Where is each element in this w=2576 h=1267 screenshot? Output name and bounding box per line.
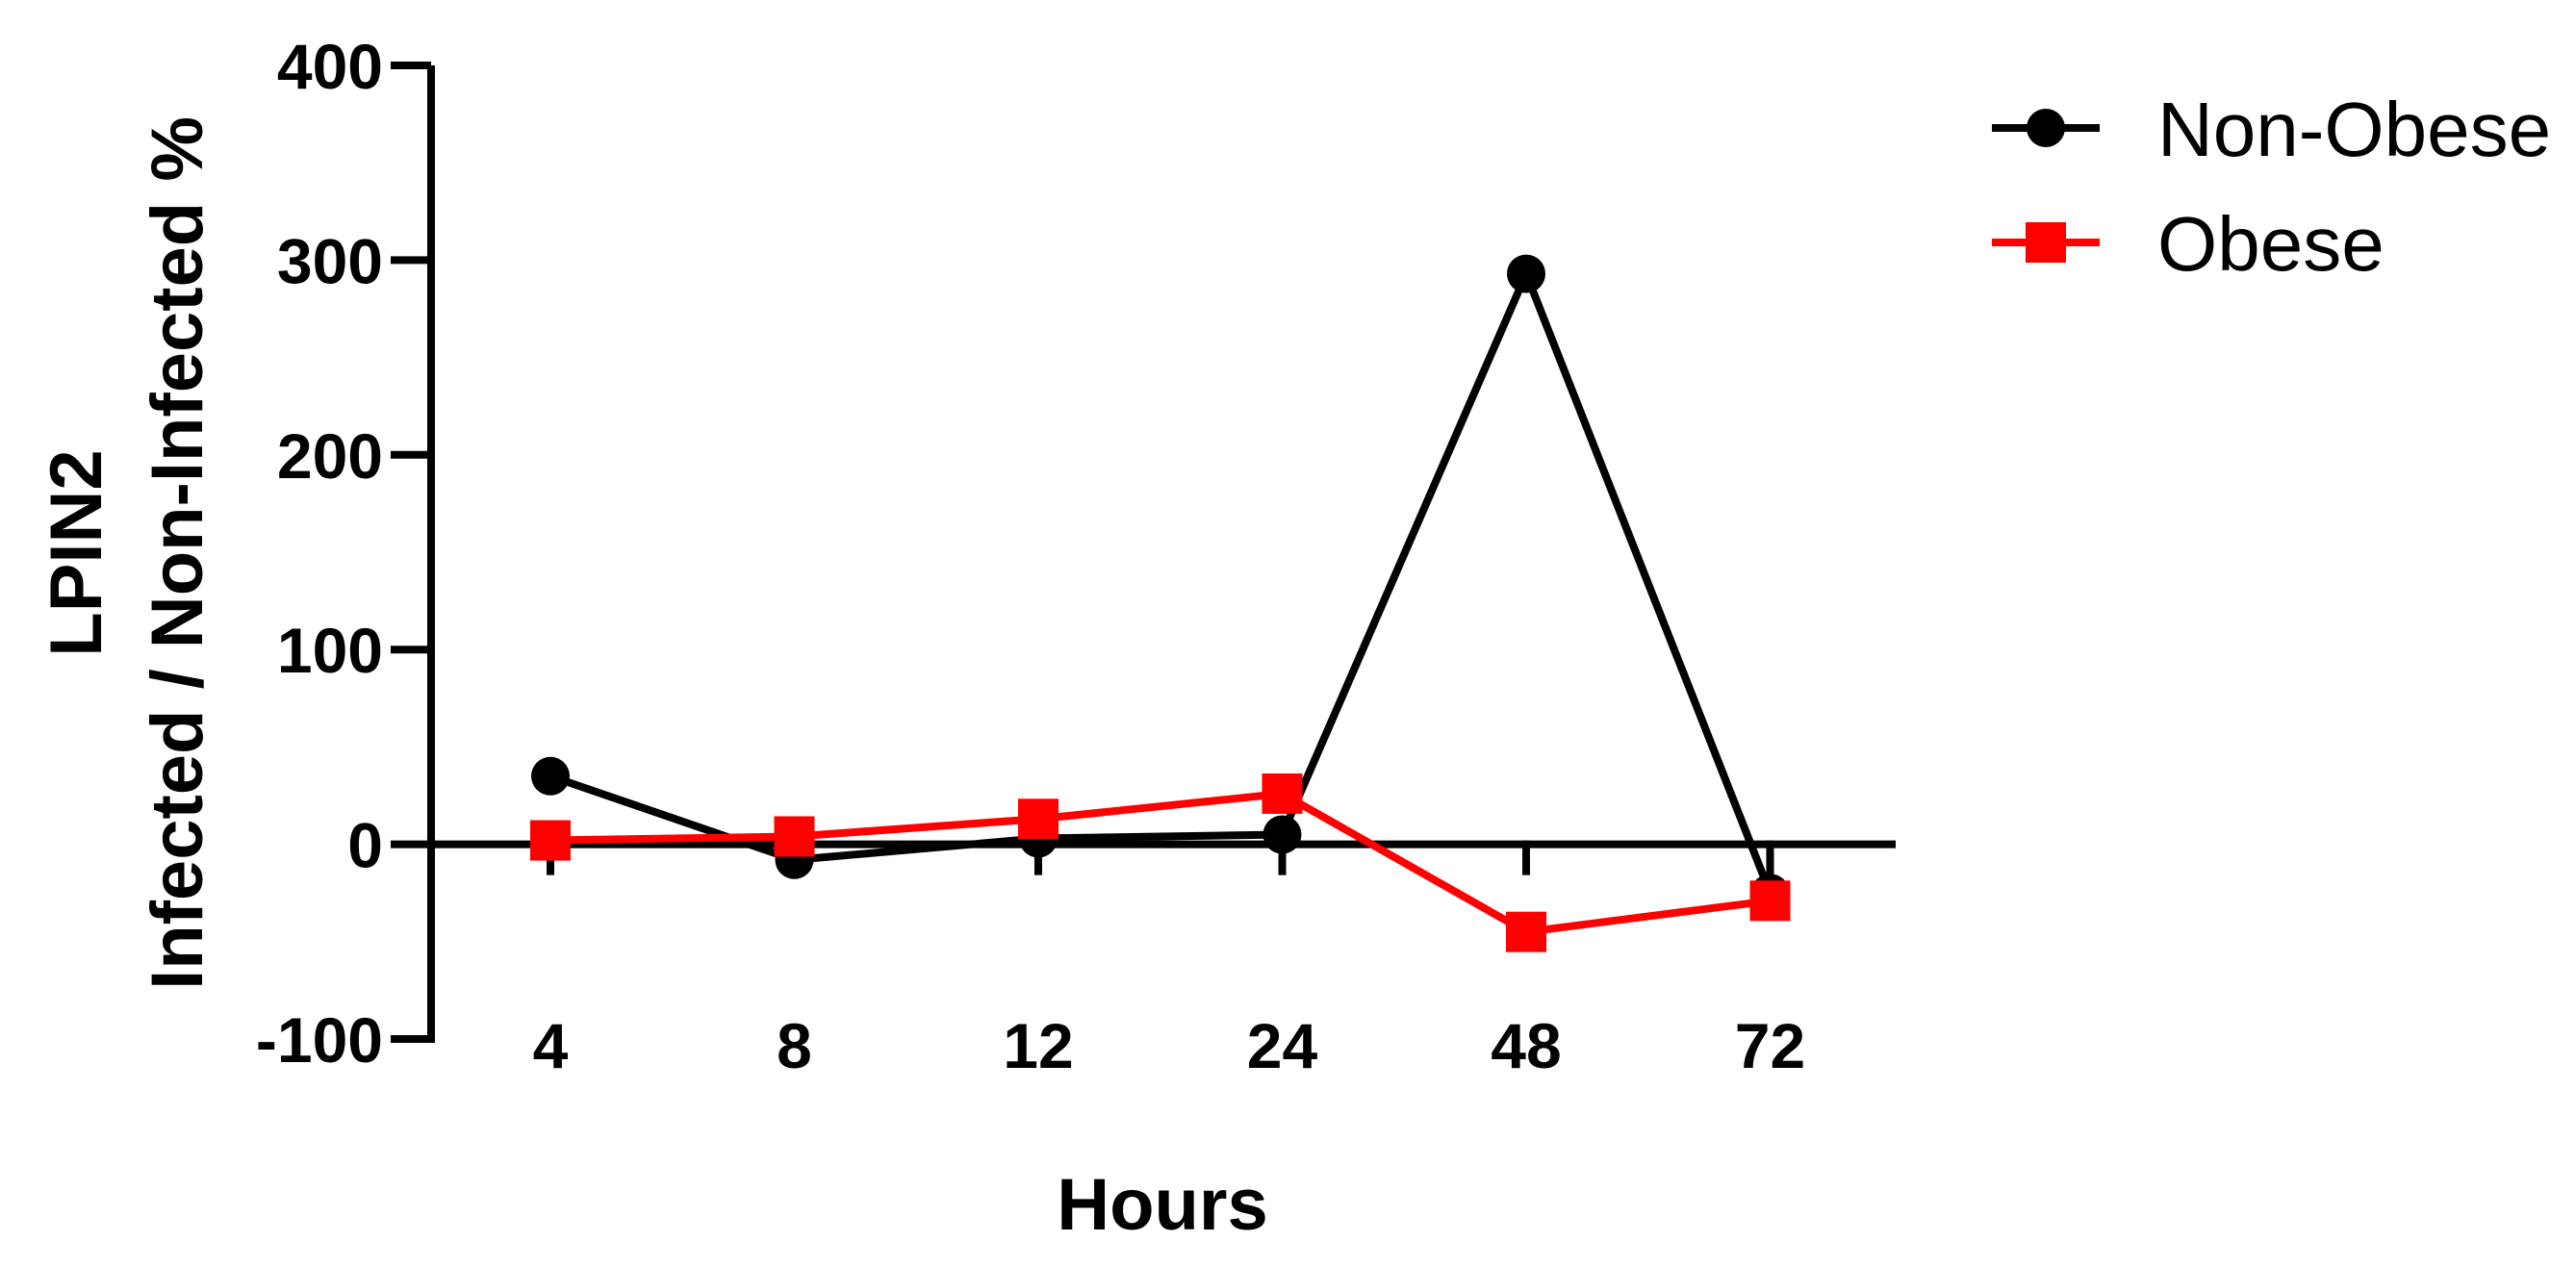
y-tick-label: 400 [277,31,383,102]
x-tick-label: 72 [1735,1010,1805,1081]
data-point [1262,773,1303,814]
series-line [548,264,1774,895]
data-point [1018,798,1058,840]
data-point [1262,815,1302,854]
legend-label-obese: Obese [2157,201,2385,287]
y-axis-title-line-1: LPIN2 [36,449,117,656]
axes [427,65,1896,1043]
series-layer [530,254,1791,952]
legend-label-non-obese: Non-Obese [2157,87,2551,172]
y-axis-ticks: -100 0 100 200 300 400 [256,31,431,1076]
legend-marker-obese [2026,222,2066,263]
data-point [1506,911,1546,952]
legend: Non-Obese Obese [1992,87,2551,287]
x-tick-label: 4 [533,1010,569,1081]
data-point [531,756,570,796]
y-tick-label: -100 [256,1004,383,1076]
series-line [549,789,1772,936]
x-axis-ticks: 4 8 12 24 48 72 [533,840,1805,1081]
series-non-obese [531,254,1790,913]
legend-marker-shape [2027,109,2065,147]
y-tick-label: 0 [347,810,383,881]
y-axis-title-line-2: Infected / Non-Infected % [137,116,218,990]
x-tick-label: 24 [1247,1010,1318,1081]
legend-item-non-obese: Non-Obese [1992,87,2551,172]
legend-item-obese: Obese [1992,201,2385,287]
legend-marker-shape [2026,222,2066,263]
y-tick-label: 300 [277,225,383,296]
series-obese [530,773,1791,952]
x-tick-label: 8 [777,1010,812,1081]
legend-marker-non-obese [2027,109,2065,147]
data-point [530,820,571,861]
y-tick-label: 200 [277,420,383,492]
x-tick-label: 48 [1491,1010,1561,1081]
x-axis-title: Hours [1057,1164,1268,1246]
data-point [1507,254,1545,293]
x-tick-label: 12 [1003,1010,1073,1081]
data-point [774,816,815,857]
data-point [1749,880,1791,922]
y-tick-label: 100 [277,615,383,686]
